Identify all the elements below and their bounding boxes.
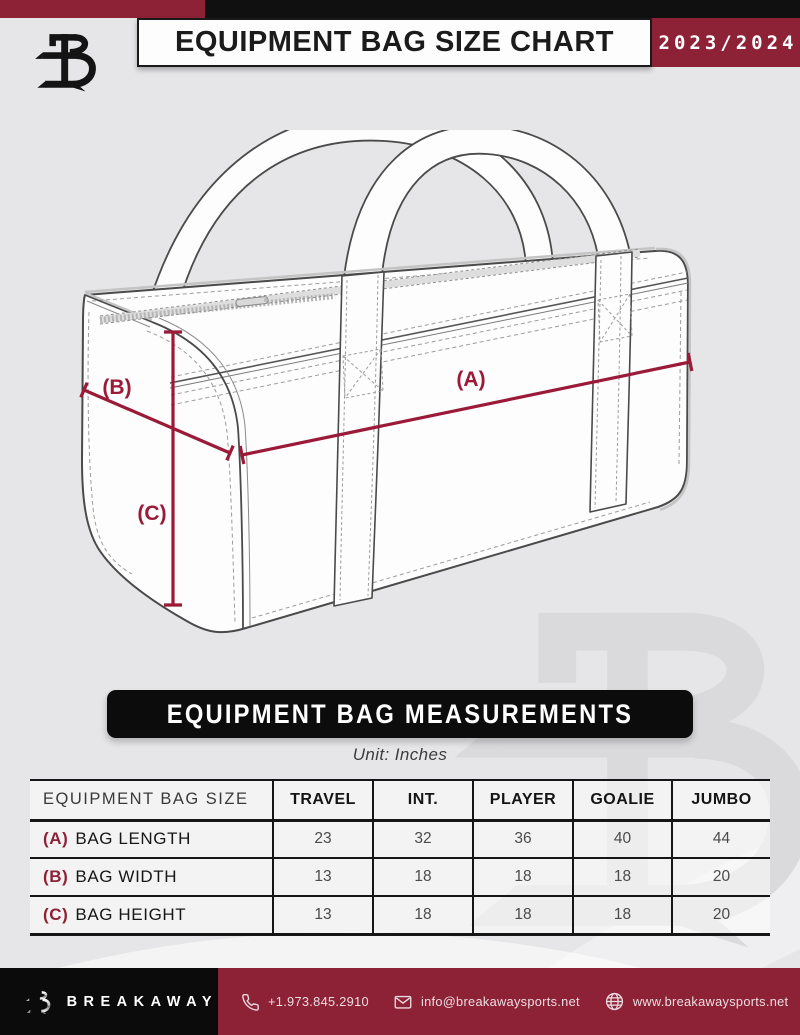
cell-value: 18 bbox=[472, 858, 573, 897]
measure-label-c: (C) bbox=[137, 502, 166, 525]
column-header-int: INT. bbox=[372, 779, 473, 822]
top-accent-bar-black bbox=[205, 0, 800, 18]
cell-value: 20 bbox=[671, 858, 770, 897]
footer-brand-block: BREAKAWAY bbox=[0, 968, 218, 1035]
cell-value: 18 bbox=[372, 858, 473, 897]
cell-value: 18 bbox=[372, 896, 473, 936]
equipment-bag-diagram: (A) (B) (C) bbox=[79, 130, 694, 634]
footer: BREAKAWAY +1.973.845.2910 info@breakaway… bbox=[0, 968, 800, 1035]
column-header-goalie: GOALIE bbox=[572, 779, 672, 822]
brand-name: BREAKAWAY bbox=[66, 993, 218, 1010]
contact-email: info@breakawaysports.net bbox=[393, 992, 580, 1012]
bag-front-handle bbox=[343, 130, 631, 278]
measure-label-a: (A) bbox=[456, 368, 485, 391]
bag-strap-right bbox=[589, 251, 633, 513]
table-row: (C) BAG HEIGHT 13 18 18 18 20 bbox=[30, 896, 770, 936]
table-header-row: EQUIPMENT BAG SIZE TRAVEL INT. PLAYER GO… bbox=[30, 779, 770, 822]
phone-number: +1.973.845.2910 bbox=[268, 994, 369, 1009]
cell-value: 20 bbox=[671, 896, 770, 936]
email-address: info@breakawaysports.net bbox=[420, 994, 580, 1009]
phone-icon bbox=[242, 993, 259, 1011]
unit-label: Unit: Inches bbox=[352, 745, 448, 764]
cell-value: 32 bbox=[372, 820, 473, 859]
cell-value: 18 bbox=[572, 896, 672, 936]
table-row: (A) BAG LENGTH 23 32 36 40 44 bbox=[30, 820, 770, 859]
unit-line: Unit: Inches bbox=[0, 745, 800, 765]
section-banner-title: EQUIPMENT BAG MEASUREMENTS bbox=[166, 698, 634, 729]
column-header-jumbo: JUMBO bbox=[671, 779, 770, 822]
globe-icon bbox=[605, 992, 623, 1011]
brand-logo-icon bbox=[35, 34, 96, 92]
row-label-bag-width: (B) BAG WIDTH bbox=[30, 858, 273, 897]
measure-label-b: (B) bbox=[102, 376, 131, 399]
cell-value: 40 bbox=[572, 820, 672, 859]
page-title-bar: EQUIPMENT BAG SIZE CHART bbox=[137, 18, 652, 67]
page-title: EQUIPMENT BAG SIZE CHART bbox=[175, 26, 614, 58]
bag-strap-left bbox=[333, 271, 385, 607]
website-url: www.breakawaysports.net bbox=[632, 994, 789, 1009]
envelope-icon bbox=[394, 995, 412, 1009]
contact-phone: +1.973.845.2910 bbox=[240, 992, 369, 1012]
zipper-pull bbox=[235, 296, 269, 307]
cell-value: 36 bbox=[472, 820, 573, 859]
season-badge: 2023/2024 bbox=[652, 18, 800, 67]
size-table: EQUIPMENT BAG SIZE TRAVEL INT. PLAYER GO… bbox=[30, 779, 770, 936]
column-header-player: PLAYER bbox=[472, 779, 573, 822]
column-header-size: EQUIPMENT BAG SIZE bbox=[30, 779, 273, 822]
cell-value: 18 bbox=[472, 896, 573, 936]
row-label-bag-height: (C) BAG HEIGHT bbox=[30, 896, 273, 936]
cell-value: 44 bbox=[671, 820, 770, 859]
measure-line-b bbox=[83, 388, 231, 455]
cell-value: 23 bbox=[272, 820, 373, 859]
cell-value: 18 bbox=[572, 858, 672, 897]
top-accent-bar-maroon bbox=[0, 0, 205, 18]
cell-value: 13 bbox=[272, 896, 373, 936]
contact-website: www.breakawaysports.net bbox=[604, 991, 789, 1012]
cell-value: 13 bbox=[272, 858, 373, 897]
table-row: (B) BAG WIDTH 13 18 18 18 20 bbox=[30, 858, 770, 897]
footer-contact-block: +1.973.845.2910 info@breakawaysports.net bbox=[218, 968, 800, 1035]
row-label-bag-length: (A) BAG LENGTH bbox=[30, 820, 273, 859]
bag-body bbox=[81, 249, 689, 634]
column-header-travel: TRAVEL bbox=[272, 779, 373, 822]
brand-logo-icon bbox=[26, 991, 51, 1015]
section-banner: EQUIPMENT BAG MEASUREMENTS bbox=[106, 690, 694, 738]
season-label: 2023/2024 bbox=[658, 31, 798, 54]
measure-line-a bbox=[241, 360, 691, 457]
